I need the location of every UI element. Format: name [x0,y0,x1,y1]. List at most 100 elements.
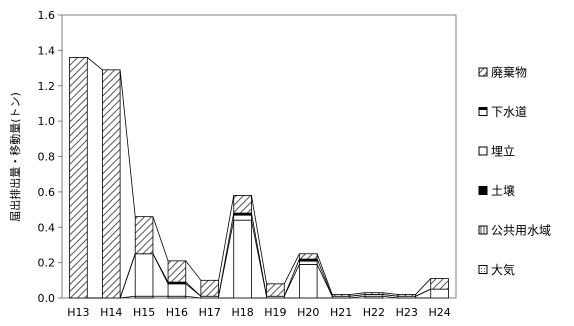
connector-line [185,295,201,299]
x-tick-label: H19 [264,306,286,319]
connector-line [349,294,366,297]
connector-line [152,253,169,283]
connector-line [185,281,202,297]
bar-group-H16 [167,260,187,299]
x-tick-label: H18 [231,306,253,319]
legend-swatch [478,67,488,77]
connector-line [283,253,300,285]
connector-line [415,278,432,295]
bar-segment [200,279,220,297]
bar-group-H14 [101,69,121,299]
bar-group-H18 [233,195,252,299]
connector-line [382,295,398,299]
bar-group-H15 [134,216,154,299]
bar-group-H24 [430,278,449,299]
bar-segment [298,263,318,299]
legend-label: 埋立 [491,144,515,159]
x-tick-label: H16 [166,306,188,319]
bar-group-H17 [200,279,220,299]
connector-line [152,216,169,261]
connector-line [185,260,202,281]
bar-segment [364,292,384,295]
bar-group-H22 [364,292,384,299]
legend-label: 大気 [491,262,515,277]
y-tick-label: 1.0 [38,115,56,128]
connector-line [283,258,300,297]
connector-line [218,213,235,297]
x-tick-label: H22 [363,306,385,319]
bar-segment [167,260,187,283]
bar-group-H23 [397,294,417,299]
legend-item: 廃棄物 [478,65,527,80]
bar-segment-band [233,213,252,216]
connector-line [251,213,267,297]
legend-swatch [478,186,488,195]
bar-segment-band [299,259,318,262]
x-tick-label: H23 [396,306,418,319]
legend-item: 公共用水域 [478,224,551,238]
legend-swatch-band [479,107,487,110]
x-ticks: H13 H14 H15 H16 H17 H18 H19 H20 H21 H22 H23 H24 [67,306,450,319]
x-tick-label: H15 [133,306,155,319]
bar-segment [233,195,252,214]
x-tick-label: H14 [100,306,122,319]
y-tick-label: 0.0 [38,292,56,305]
legend-label: 廃棄物 [491,65,527,80]
y-tick-label: 1.4 [38,44,56,57]
bar-group-H21 [331,294,351,299]
bar-segment [430,288,449,299]
bar-segment [430,278,449,290]
bar-segment [397,294,417,297]
connector-line [382,292,398,295]
legend-label: 土壌 [491,184,515,198]
connector-line [87,57,103,71]
connector-line [218,195,235,281]
connector-lines [87,57,432,299]
y-tick-label: 0.2 [38,257,56,270]
connector-line [415,288,431,297]
bar-group-H19 [266,283,285,299]
connector-line [119,69,136,217]
bar-segment-band [168,282,186,284]
legend-swatch [478,265,488,274]
legend-item: 土壌 [478,184,515,198]
legend-item: 埋立 [478,144,515,159]
y-ticks: 0.0 0.2 0.4 0.6 0.8 1.0 1.2 1.4 1.6 [38,9,62,305]
bars [69,57,449,299]
x-tick-label: H13 [67,306,89,319]
bar-segment [167,283,187,297]
legend-label: 下水道 [491,105,527,119]
legend-item: 大気 [478,262,515,277]
y-tick-label: 1.6 [38,9,56,22]
bar-segment [233,219,252,299]
legend-label: 公共用水域 [491,224,551,238]
bar-segment [331,294,351,297]
bar-group-H13 [69,57,88,299]
y-tick-label: 1.2 [38,80,56,93]
bar-group-H20 [298,253,318,299]
connector-line [349,292,366,295]
connector-line [119,253,136,299]
legend-item: 下水道 [478,105,527,119]
bar-segment [298,253,318,260]
connector-line [349,295,366,299]
x-tick-label: H20 [297,306,319,319]
x-tick-label: H17 [199,306,221,319]
y-tick-label: 0.8 [38,151,56,164]
bar-segment [134,253,154,297]
bar-segment [101,69,121,299]
y-tick-label: 0.6 [38,186,56,199]
bar-segment [69,57,88,299]
connector-line [316,253,333,295]
connector-line [120,295,136,299]
connector-line [316,258,333,297]
x-tick-label: H21 [330,306,352,319]
x-tick-label: H24 [428,306,450,319]
connector-line [251,195,267,284]
bar-segment [134,216,154,255]
bar-segment [266,283,285,297]
y-tick-label: 0.4 [38,221,56,234]
legend-swatch [478,146,488,156]
